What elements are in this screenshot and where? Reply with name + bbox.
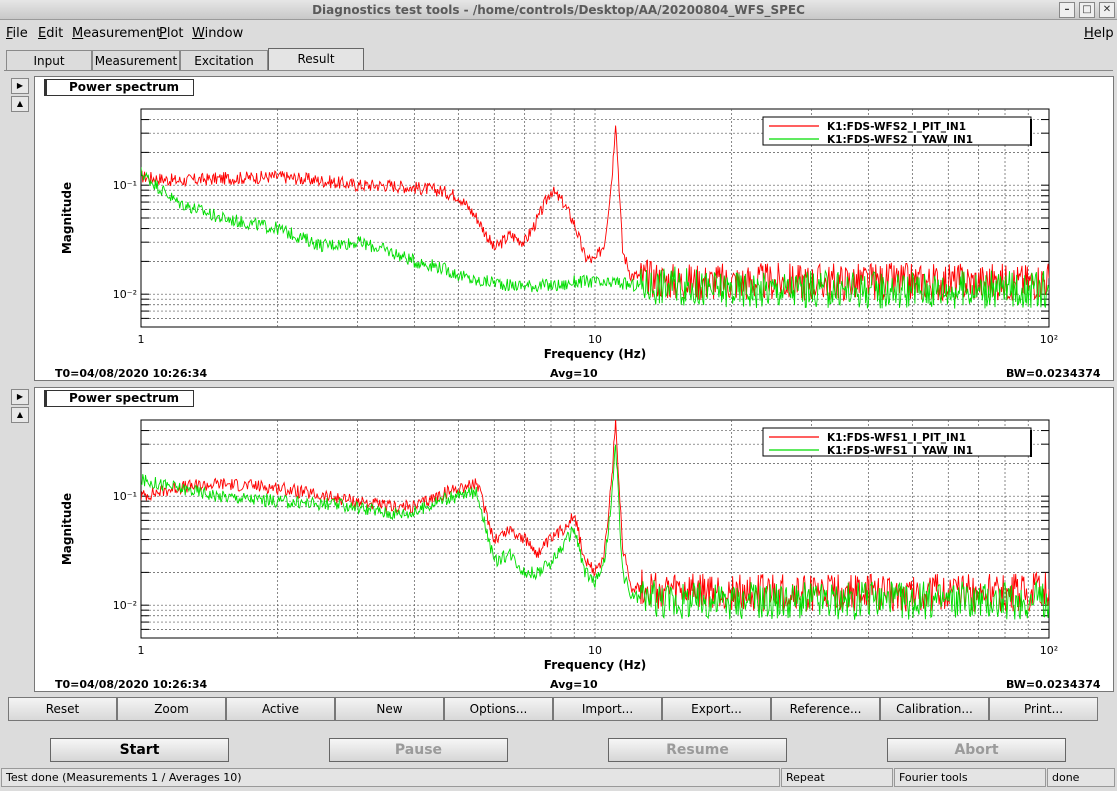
print-button[interactable]: Print... [989,697,1098,721]
y-tick-label: 10⁻¹ [113,179,137,192]
plot-panel-2: 1 10 10² 10⁻² 10⁻¹ Frequency (Hz) Magnitude K1:… [34,387,1114,692]
plot-panel-1: 1 10 10² 10⁻² 10⁻¹ Frequency (Hz) Magnitude K1:… [34,76,1114,381]
panel2-title: Power spectrum [44,390,194,407]
tab-excitation[interactable]: Excitation [180,50,268,70]
x-tick-label: 10² [1040,333,1058,346]
close-button[interactable]: ✕ [1099,2,1115,18]
import-button[interactable]: Import... [553,697,662,721]
status-message: Test done (Measurements 1 / Averages 10) [1,768,780,787]
tab-measurement[interactable]: Measurement [92,50,180,70]
x-tick-label: 1 [138,333,145,346]
active-button[interactable]: Active [226,697,335,721]
panel2-t0: T0=04/08/2020 10:26:34 [55,678,208,691]
panel1-title: Power spectrum [44,79,194,96]
tab-input[interactable]: Input [6,50,92,70]
x-tick-label: 10 [588,644,602,657]
panel2-avg: Avg=10 [550,678,598,691]
panel1-collapse-icon[interactable]: ▲ [11,96,29,112]
y-tick-label: 10⁻² [113,288,137,301]
panel1-expand-icon[interactable]: ▶ [11,78,29,94]
abort-button[interactable]: Abort [887,738,1066,762]
start-button[interactable]: Start [50,738,229,762]
panel2-expand-icon[interactable]: ▶ [11,389,29,405]
series-line-2 [141,167,1049,309]
window-titlebar: Diagnostics test tools - /home/controls/… [0,0,1117,20]
y-axis-label: Magnitude [60,493,74,565]
legend-box [762,427,1032,457]
reset-button[interactable]: Reset [8,697,117,721]
status-tool: Fourier tools [894,768,1046,787]
legend-label: K1:FDS-WFS2_I_PIT_IN1 [827,121,966,133]
x-tick-label: 10 [588,333,602,346]
menu-help[interactable]: Help [1084,26,1114,41]
y-axis-label: Magnitude [60,182,74,254]
status-repeat: Repeat [781,768,893,787]
legend-label: K1:FDS-WFS1_I_YAW_IN1 [827,445,973,457]
tab-underline [4,70,1113,71]
x-tick-label: 10² [1040,644,1058,657]
panel1-t0: T0=04/08/2020 10:26:34 [55,367,208,380]
power-spectrum-plot-2[interactable]: 1 10 10² 10⁻² 10⁻¹ Frequency (Hz) Magnitude K1:… [35,388,1113,691]
export-button[interactable]: Export... [662,697,771,721]
options-button[interactable]: Options... [444,697,553,721]
x-axis-label: Frequency (Hz) [544,658,646,672]
menu-edit[interactable]: Edit [38,26,64,41]
plot-button-row: Reset Zoom Active New Options... Import.… [8,697,1100,721]
series-line-1 [141,420,1049,612]
minimize-button[interactable]: – [1059,2,1075,18]
status-state: done [1047,768,1115,787]
menu-file[interactable]: File [6,26,28,41]
menu-window[interactable]: Window [192,26,244,41]
legend-label: K1:FDS-WFS1_I_PIT_IN1 [827,432,966,444]
menu-measurement[interactable]: Measurement [72,26,162,41]
x-axis-label: Frequency (Hz) [544,347,646,361]
tab-bar: Input Measurement Excitation Result [0,48,1117,70]
series-line-1 [141,125,1049,302]
resume-button[interactable]: Resume [608,738,787,762]
calibration-button[interactable]: Calibration... [880,697,989,721]
panel2-bw: BW=0.0234374 [1006,678,1101,691]
new-button[interactable]: New [335,697,444,721]
pause-button[interactable]: Pause [329,738,508,762]
reference-button[interactable]: Reference... [771,697,880,721]
maximize-button[interactable]: □ [1079,2,1095,18]
x-tick-label: 1 [138,644,145,657]
menu-bar: File Edit Measurement Plot Window Help [0,22,1117,46]
series-line-2 [141,444,1049,620]
y-tick-label: 10⁻¹ [113,490,137,503]
legend-label: K1:FDS-WFS2_I_YAW_IN1 [827,134,973,146]
tab-result[interactable]: Result [268,48,364,70]
power-spectrum-plot-1[interactable]: 1 10 10² 10⁻² 10⁻¹ Frequency (Hz) Magnitude K1:… [35,77,1113,380]
legend-box [762,116,1032,146]
panel2-collapse-icon[interactable]: ▲ [11,407,29,423]
zoom-button[interactable]: Zoom [117,697,226,721]
menu-plot[interactable]: Plot [159,26,184,41]
panel1-avg: Avg=10 [550,367,598,380]
y-tick-label: 10⁻² [113,599,137,612]
panel1-bw: BW=0.0234374 [1006,367,1101,380]
window-title: Diagnostics test tools - /home/controls/… [312,3,805,17]
